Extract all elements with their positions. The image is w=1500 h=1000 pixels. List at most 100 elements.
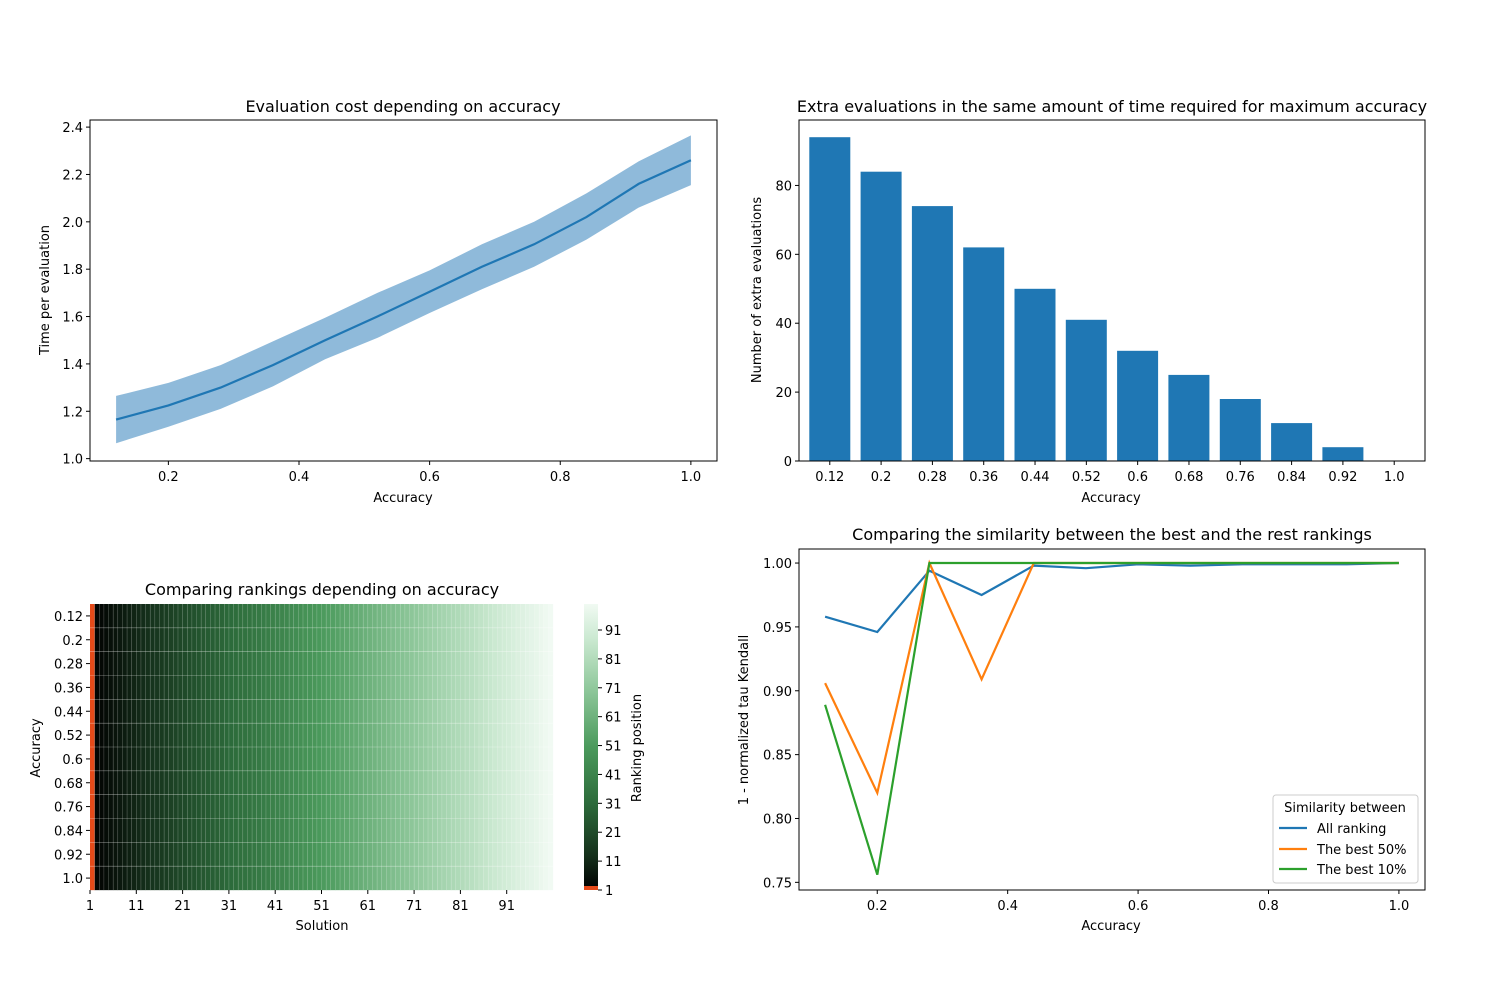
heatmap-cell <box>478 866 484 891</box>
heatmap-cell <box>145 651 151 676</box>
heatmap-cell <box>349 794 355 819</box>
heatmap-cell <box>441 723 447 748</box>
heatmap-cell <box>344 794 350 819</box>
heatmap-cell <box>140 604 146 628</box>
heatmap-cell <box>316 866 322 891</box>
heatmap-cell <box>164 723 169 748</box>
heatmap-cell <box>298 842 304 867</box>
heatmap-cell <box>349 604 355 628</box>
heatmap-cell <box>159 699 165 724</box>
heatmap-cell <box>335 651 341 676</box>
heatmap-cell <box>515 747 521 771</box>
heatmap-cell <box>367 604 373 628</box>
heatmap-cell <box>279 651 285 676</box>
heatmap-cell <box>511 747 517 771</box>
heatmap-cell <box>488 747 493 771</box>
heatmap-cell <box>270 604 276 628</box>
heatmap-cell <box>543 604 549 628</box>
heatmap-cell <box>474 604 480 628</box>
heatmap-cell <box>173 866 179 891</box>
heatmap-cell <box>289 723 294 748</box>
heatmap-cell <box>289 747 294 771</box>
heatmap-cell <box>446 842 452 867</box>
heatmap-cell <box>395 818 401 843</box>
heatmap-cell <box>252 723 257 748</box>
heatmap-cell <box>164 818 169 843</box>
heatmap-cell <box>441 747 447 771</box>
heatmap-cell <box>525 794 530 819</box>
heatmap-cell <box>358 699 364 724</box>
heatmap-cell <box>256 699 262 724</box>
heatmap-cells <box>90 604 554 891</box>
heatmap-cell <box>423 747 429 771</box>
heatmap-cell <box>316 747 322 771</box>
heatmap-cell <box>154 604 160 628</box>
x-tick-label: 91 <box>498 899 515 914</box>
heatmap-cell <box>418 627 424 652</box>
heatmap-cell <box>451 627 456 652</box>
heatmap-cell <box>534 842 540 867</box>
heatmap-cell <box>136 842 142 867</box>
heatmap-cell <box>256 651 262 676</box>
heatmap-cell <box>497 604 503 628</box>
row-label: 0.68 <box>54 777 83 792</box>
heatmap-cell <box>432 604 438 628</box>
heatmap-cell <box>145 604 151 628</box>
y-tick-label: 1.6 <box>62 311 83 326</box>
heatmap-cell <box>233 770 239 795</box>
heatmap-cell <box>173 723 179 748</box>
heatmap-cell <box>358 627 364 652</box>
heatmap-cell <box>386 747 392 771</box>
heatmap-cell <box>210 723 216 748</box>
heatmap-cell <box>469 699 475 724</box>
heatmap-cell <box>330 604 336 628</box>
heatmap-cell <box>210 747 216 771</box>
heatmap-cell <box>127 723 132 748</box>
heatmap-cell <box>414 842 419 867</box>
chart-similarity: Comparing the similarity between the bes… <box>737 525 1426 934</box>
heatmap-cell <box>164 794 169 819</box>
heatmap-cell <box>446 627 452 652</box>
heatmap-cell <box>381 818 387 843</box>
heatmap-cell <box>372 723 378 748</box>
x-tick-label: 0.68 <box>1174 470 1203 485</box>
heatmap-cell <box>432 866 438 891</box>
heatmap-cell <box>219 818 225 843</box>
heatmap-cell <box>312 675 318 700</box>
heatmap-cell <box>423 627 429 652</box>
heatmap-cell <box>437 699 443 724</box>
heatmap-cell <box>173 818 179 843</box>
heatmap-cell <box>478 747 484 771</box>
heatmap-cell <box>515 675 521 700</box>
heatmap-cell <box>298 699 304 724</box>
heatmap-cell <box>525 842 530 867</box>
heatmap-cell <box>196 818 202 843</box>
heatmap-cell <box>108 651 114 676</box>
bar <box>1219 399 1261 461</box>
heatmap-cell <box>326 866 331 891</box>
heatmap-cell <box>321 699 327 724</box>
heatmap-cell <box>168 747 174 771</box>
heatmap-cell <box>140 866 146 891</box>
heatmap-cell <box>187 651 193 676</box>
x-tick-label: 31 <box>221 899 238 914</box>
heatmap-cell <box>159 866 165 891</box>
heatmap-cell <box>140 723 146 748</box>
heatmap-cell <box>409 747 415 771</box>
heatmap-cell <box>177 770 183 795</box>
heatmap-cell <box>312 651 318 676</box>
y-tick-label: 60 <box>775 248 792 263</box>
heatmap-cell <box>404 604 410 628</box>
heatmap-cell <box>312 604 318 628</box>
heatmap-cell <box>483 842 489 867</box>
heatmap-cell <box>349 770 355 795</box>
heatmap-cell <box>326 627 331 652</box>
heatmap-cell <box>478 818 484 843</box>
heatmap-cell <box>404 794 410 819</box>
heatmap-cell <box>187 794 193 819</box>
heatmap-cell <box>265 794 271 819</box>
heatmap-cell <box>205 723 211 748</box>
heatmap-cell <box>437 866 443 891</box>
heatmap-cell <box>177 604 183 628</box>
heatmap-cell <box>293 723 299 748</box>
